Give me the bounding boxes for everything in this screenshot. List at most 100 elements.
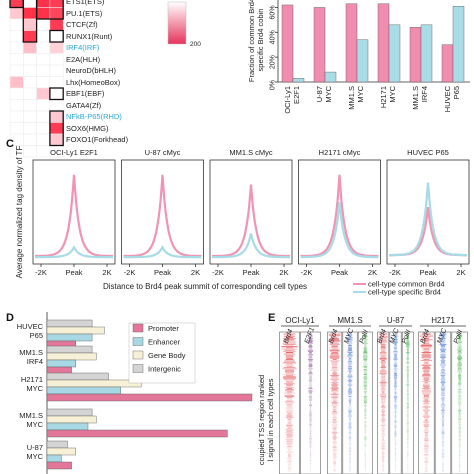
group-label: IRF4 <box>27 357 43 366</box>
tf-label: PU.1(ETS) <box>66 8 103 18</box>
profile-frame <box>209 159 293 265</box>
profile-line <box>34 174 114 258</box>
tf-label: IRF4(IRF) <box>66 43 100 52</box>
colorbar <box>167 1 187 45</box>
legend-label: cell-type common Brd4 <box>368 280 445 289</box>
x-tick-label: MYC <box>356 85 365 102</box>
heatmap-outline <box>49 110 64 147</box>
x-tick-label: -2K <box>124 268 136 277</box>
x-tick-label: -2K <box>301 268 313 277</box>
x-tick-label: OCI-Ly1 <box>283 86 292 114</box>
legend-swatch <box>132 323 144 333</box>
y-axis-label: l signal in each cell types <box>266 378 275 461</box>
group-label: MYC <box>26 420 43 429</box>
profile-line <box>212 233 290 259</box>
x-tick-label: MYC <box>324 85 333 102</box>
heatmap-column <box>327 331 343 474</box>
x-tick-label: 2K <box>279 268 288 277</box>
bar <box>46 429 228 438</box>
tf-label: FOXO1(Forkhead) <box>66 135 129 144</box>
bar <box>281 4 294 83</box>
group-label: U-87 <box>27 443 43 452</box>
tf-label: ETS1(ETS) <box>66 0 105 6</box>
heatmap-outline <box>49 29 64 43</box>
bar <box>46 461 72 470</box>
tf-label: E2A(HLH) <box>66 54 101 64</box>
x-tick-label: Peak <box>154 268 171 277</box>
group-label: MYC <box>26 384 43 393</box>
y-axis-label-2: specific Brd4 cobin <box>256 9 265 72</box>
heatmap-outline <box>49 87 64 101</box>
group-label: P65 <box>30 331 43 340</box>
tf-label: NFkB-P65(RHD) <box>66 112 122 121</box>
profile-line <box>212 184 290 258</box>
heatmap-column <box>418 331 435 474</box>
bar <box>313 7 326 83</box>
legend-label: Promoter <box>148 324 179 333</box>
profile-line <box>123 174 202 258</box>
group-title: H2171 <box>431 316 455 325</box>
profile-title: U-87 cMyc <box>145 148 181 157</box>
x-tick-label: Peak <box>65 268 82 277</box>
x-tick-label: Peak <box>242 268 259 277</box>
heatmap-outline <box>9 0 24 9</box>
legend-label: Intergenic <box>148 365 181 374</box>
y-axis-label: ccupied TSS region ranked <box>257 375 266 465</box>
group-title: OCI-Ly1 <box>285 316 315 325</box>
legend-swatch <box>132 337 144 346</box>
x-tick-label: -2K <box>35 268 47 277</box>
heatmap-column <box>377 331 390 474</box>
x-tick-label: H2171 <box>379 86 388 108</box>
heatmap-column <box>389 331 402 474</box>
legend-swatch <box>132 350 144 360</box>
profile-title: HUVEC P65 <box>407 148 449 157</box>
x-tick-label: 2K <box>456 268 465 277</box>
heatmap-column <box>342 331 358 474</box>
legend-label: Enhancer <box>148 338 181 347</box>
x-tick-label: MM1.S <box>347 86 356 110</box>
profile-title: OCI-Ly1 E2F1 <box>50 148 98 157</box>
group-label: H2171 <box>21 375 43 384</box>
profile-line <box>35 245 113 259</box>
column-label: Brd4 <box>376 328 388 344</box>
tf-label: SOX6(HMG) <box>66 123 109 133</box>
y-tick-label: 0% <box>270 80 277 90</box>
bar <box>356 39 369 83</box>
group-title: MM1.S <box>337 316 362 325</box>
column-label: PolII <box>453 329 464 345</box>
y-axis-label: Average normalized tag density of TF <box>15 146 24 279</box>
bar <box>452 6 465 83</box>
tf-label: CTCF(Zf) <box>66 20 98 29</box>
x-tick-label: 2K <box>191 268 200 277</box>
profile-line <box>300 174 379 258</box>
tf-label: NeuroD(bHLH) <box>66 66 117 75</box>
column-label: PolII <box>401 329 412 345</box>
x-tick-label: 2K <box>102 268 111 277</box>
tf-label: EBF1(EBF) <box>66 89 105 98</box>
colorbar-max-label: 200 <box>190 41 201 48</box>
tf-label: Lhx(HomeoBox) <box>66 77 121 87</box>
heatmap-column <box>401 331 414 474</box>
x-tick-label: Peak <box>419 268 436 277</box>
profile-title: MM1.S cMyc <box>229 148 273 157</box>
x-axis-label: Distance to Brd4 peak summit of correspo… <box>103 282 307 291</box>
profile-line <box>123 245 202 259</box>
profile-title: H2171 cMyc <box>319 148 361 157</box>
bar <box>46 393 253 402</box>
group-label: HUVEC <box>17 322 44 331</box>
bar <box>324 71 337 83</box>
heatmap-outline <box>22 0 38 43</box>
heatmap-column <box>357 331 373 474</box>
group-title: U-87 <box>387 316 405 325</box>
x-tick-label: -2K <box>212 268 224 277</box>
column-label: Brd4 <box>420 328 432 344</box>
x-tick-label: MYC <box>388 85 397 102</box>
panel-d-letter: D <box>6 312 14 324</box>
profile-line <box>389 182 467 257</box>
y-tick-label: 20% <box>270 55 277 69</box>
